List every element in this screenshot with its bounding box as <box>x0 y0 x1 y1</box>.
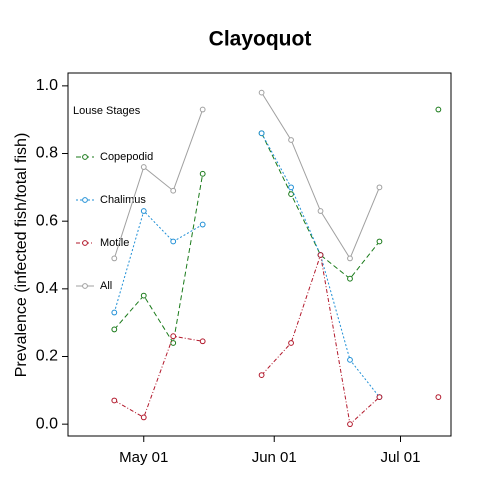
plot-frame <box>67 72 452 437</box>
data-point <box>317 208 324 214</box>
data-point <box>258 130 265 137</box>
x-tick-label: Jul 01 <box>380 449 420 466</box>
y-tick-label: 0.8 <box>36 145 58 162</box>
data-point <box>170 238 177 245</box>
chart-title: Clayoquot <box>209 28 312 51</box>
legend-label: Chalimus <box>100 194 146 206</box>
y-tick-label: 0.6 <box>36 212 58 229</box>
data-point <box>170 333 177 340</box>
legend-title: Louse Stages <box>73 105 141 117</box>
data-point <box>170 187 177 194</box>
series-line <box>261 254 380 426</box>
y-tick-label: 0.4 <box>36 280 58 297</box>
series-line <box>261 133 380 280</box>
data-point <box>435 106 442 113</box>
data-point <box>111 309 118 316</box>
data-point <box>376 238 383 245</box>
legend-label: Copepodid <box>100 151 153 163</box>
data-point <box>111 397 118 404</box>
series-line <box>113 109 204 259</box>
data-point <box>199 170 206 177</box>
x-tick-label: Jun 01 <box>252 449 297 466</box>
data-point <box>111 255 118 262</box>
series-line <box>114 335 203 419</box>
y-tick-label: 1.0 <box>36 77 58 94</box>
data-point <box>376 394 383 400</box>
legend-label: All <box>100 280 112 292</box>
legend-marker <box>82 154 88 160</box>
data-point <box>258 372 265 379</box>
series-line <box>113 210 203 313</box>
data-point <box>288 191 294 198</box>
series-line <box>261 92 380 260</box>
data-point <box>288 340 294 346</box>
series-line <box>113 173 204 345</box>
data-point <box>435 394 442 400</box>
y-tick-label: 0.2 <box>36 348 58 365</box>
data-point <box>317 252 324 258</box>
data-point <box>347 356 353 363</box>
x-tick-label: May 01 <box>119 449 168 466</box>
data-point <box>170 340 177 346</box>
legend-marker <box>82 283 88 289</box>
data-point <box>140 414 147 421</box>
data-point <box>140 292 147 299</box>
data-point <box>288 137 294 143</box>
data-point <box>111 326 118 333</box>
data-point <box>140 208 147 214</box>
legend-marker <box>82 240 88 246</box>
data-point <box>199 221 206 228</box>
data-point <box>347 275 353 282</box>
data-point <box>376 184 383 191</box>
data-point <box>347 421 353 428</box>
series-line <box>261 132 380 398</box>
data-point <box>347 255 353 262</box>
y-tick-label: 0.0 <box>36 415 58 432</box>
y-axis-label: Prevalence (infected fish/total fish) <box>13 133 30 378</box>
legend-marker <box>82 197 88 203</box>
legend-label: Motile <box>100 237 129 249</box>
data-point <box>288 184 294 191</box>
data-point <box>199 106 206 113</box>
data-point <box>140 164 147 170</box>
data-point <box>258 89 265 96</box>
data-point <box>199 338 206 345</box>
